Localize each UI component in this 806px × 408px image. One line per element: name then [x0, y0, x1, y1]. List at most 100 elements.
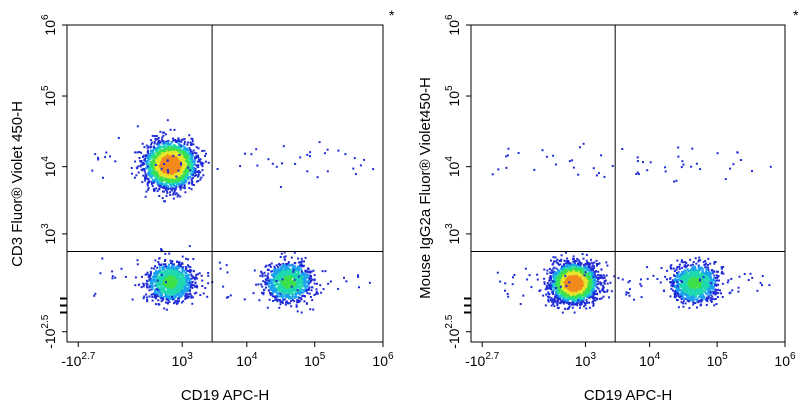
event-dot: [178, 173, 181, 176]
left-x-axis-label: CD19 APC-H: [181, 387, 269, 404]
event-dot: [176, 300, 179, 303]
event-dot: [175, 154, 178, 156]
event-dot: [165, 147, 168, 150]
event-dot: [284, 276, 287, 279]
event-dot: [160, 167, 163, 170]
event-dot: [154, 272, 156, 275]
event-dot: [285, 281, 288, 284]
event-dot: [181, 161, 184, 164]
event-dot: [176, 159, 179, 162]
event-dot: [180, 178, 183, 181]
event-dot: [163, 171, 166, 174]
event-dot: [191, 140, 194, 143]
event-dot: [201, 169, 204, 172]
event-dot: [160, 282, 163, 285]
event-dot: [151, 156, 153, 159]
event-dot: [174, 293, 177, 295]
event-dot: [189, 166, 192, 169]
event-dot: [353, 157, 356, 160]
event-dot: [180, 162, 182, 165]
event-dot: [151, 284, 154, 287]
event-dot: [301, 295, 304, 298]
event-dot: [265, 286, 268, 289]
event-dot: [159, 271, 162, 274]
event-dot: [286, 289, 289, 292]
event-dot: [184, 191, 187, 194]
event-dot: [284, 255, 287, 258]
event-dot: [141, 275, 143, 278]
event-dot: [136, 259, 139, 262]
event-dot: [166, 150, 168, 153]
event-dot: [596, 283, 599, 286]
event-dot: [177, 279, 180, 282]
event-dot: [154, 179, 157, 182]
event-dot: [190, 285, 192, 288]
event-dot: [151, 295, 154, 298]
event-dot: [305, 273, 308, 276]
event-dot: [188, 285, 191, 288]
event-dot: [147, 181, 149, 184]
event-dot: [289, 281, 292, 284]
event-dot: [158, 292, 161, 294]
event-dot: [163, 288, 166, 291]
event-dot: [278, 289, 281, 292]
event-dot: [268, 279, 271, 282]
event-dot: [282, 274, 285, 277]
event-dot: [176, 180, 179, 183]
event-dot: [174, 181, 177, 184]
event-dot: [181, 149, 184, 152]
event-dot: [161, 272, 164, 275]
event-dot: [176, 195, 179, 198]
event-dot: [170, 182, 173, 185]
event-dot: [147, 178, 150, 181]
event-dot: [186, 173, 189, 176]
event-dot: [176, 277, 179, 280]
event-dot: [291, 268, 294, 271]
event-dot: [275, 264, 278, 267]
event-dot: [141, 169, 144, 172]
event-dot: [172, 137, 174, 140]
event-dot: [177, 183, 180, 186]
event-dot: [276, 269, 279, 272]
event-dot: [142, 282, 145, 285]
event-dot: [192, 277, 195, 279]
event-dot: [169, 153, 172, 156]
event-dot: [164, 252, 167, 255]
event-dot: [358, 286, 360, 289]
event-dot: [189, 277, 192, 280]
event-dot: [97, 158, 100, 161]
event-dot: [293, 273, 296, 276]
event-dot: [172, 193, 175, 196]
event-dot: [284, 279, 287, 282]
event-dot: [343, 276, 345, 279]
event-dot: [172, 281, 175, 284]
event-dot: [149, 274, 152, 277]
event-dot: [271, 282, 274, 285]
event-dot: [159, 157, 162, 160]
event-dot: [147, 162, 150, 165]
event-dot: [284, 268, 287, 271]
event-dot: [140, 160, 143, 162]
event-dot: [188, 147, 191, 150]
event-dot: [282, 265, 285, 268]
event-dot: [159, 170, 162, 173]
event-dot: [163, 290, 166, 292]
event-dot: [152, 166, 155, 169]
event-dot: [167, 302, 169, 305]
event-dot: [316, 292, 319, 295]
event-dot: [163, 163, 166, 165]
event-dot: [177, 155, 180, 158]
event-dot: [174, 179, 177, 182]
event-dot: [313, 279, 316, 282]
event-dot: [151, 149, 154, 152]
event-dot: [165, 195, 168, 197]
event-dot: [173, 128, 176, 131]
event-dot: [160, 176, 162, 179]
event-dot: [160, 145, 163, 148]
event-dot: [174, 161, 177, 164]
event-dot: [177, 265, 180, 268]
event-dot: [138, 151, 141, 153]
event-dot: [278, 306, 281, 309]
event-dot: [326, 170, 329, 173]
